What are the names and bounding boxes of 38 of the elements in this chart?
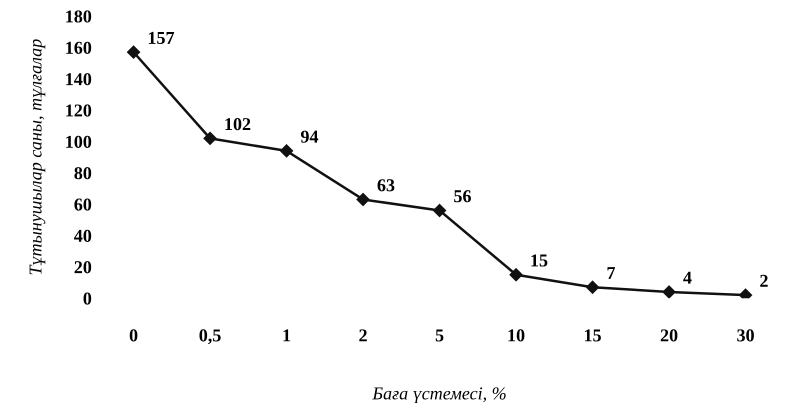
y-tick-label: 0 bbox=[84, 292, 92, 305]
x-tick-label: 5 bbox=[436, 329, 444, 342]
x-axis-title: Баға үстемесі, % bbox=[372, 387, 506, 403]
point bbox=[203, 132, 217, 145]
y-tick-label: 100 bbox=[66, 136, 92, 148]
x-tick-label: 30 bbox=[737, 329, 754, 342]
y-tick-label: 140 bbox=[66, 73, 92, 86]
point bbox=[432, 204, 446, 218]
data-label: 102 bbox=[225, 118, 250, 130]
y-axis-title: Тұтынушылар саны, тұлғалар bbox=[30, 39, 46, 274]
y-tick-label: 20 bbox=[74, 261, 92, 274]
point bbox=[662, 285, 676, 298]
data-label: 157 bbox=[148, 32, 174, 44]
x-tick-label: 15 bbox=[584, 329, 601, 342]
y-tick-label: 180 bbox=[66, 10, 92, 23]
data-label: 56 bbox=[454, 190, 471, 202]
y-tick-label: 60 bbox=[74, 198, 92, 211]
x-tick-label: 0,5 bbox=[199, 329, 221, 344]
y-tick-label: 80 bbox=[74, 167, 92, 180]
x-tick-label: 0 bbox=[130, 329, 138, 342]
x-tick-label: 10 bbox=[508, 329, 524, 342]
point bbox=[280, 144, 294, 158]
y-tick-label: 40 bbox=[74, 230, 92, 242]
y-tick-label: 120 bbox=[66, 104, 92, 117]
point bbox=[126, 46, 140, 59]
data-label: 15 bbox=[531, 254, 548, 267]
data-label: 7 bbox=[607, 267, 616, 279]
x-tick-label: 1 bbox=[283, 329, 290, 342]
point bbox=[509, 268, 523, 282]
point bbox=[586, 280, 600, 294]
data-label: 63 bbox=[378, 179, 394, 192]
data-label: 2 bbox=[760, 274, 768, 287]
point bbox=[356, 192, 370, 206]
data-label: 4 bbox=[683, 272, 692, 284]
x-tick-label: 2 bbox=[359, 329, 367, 342]
x-tick-label: 20 bbox=[660, 329, 678, 342]
y-tick-label: 160 bbox=[66, 42, 92, 54]
data-label: 94 bbox=[300, 130, 318, 143]
